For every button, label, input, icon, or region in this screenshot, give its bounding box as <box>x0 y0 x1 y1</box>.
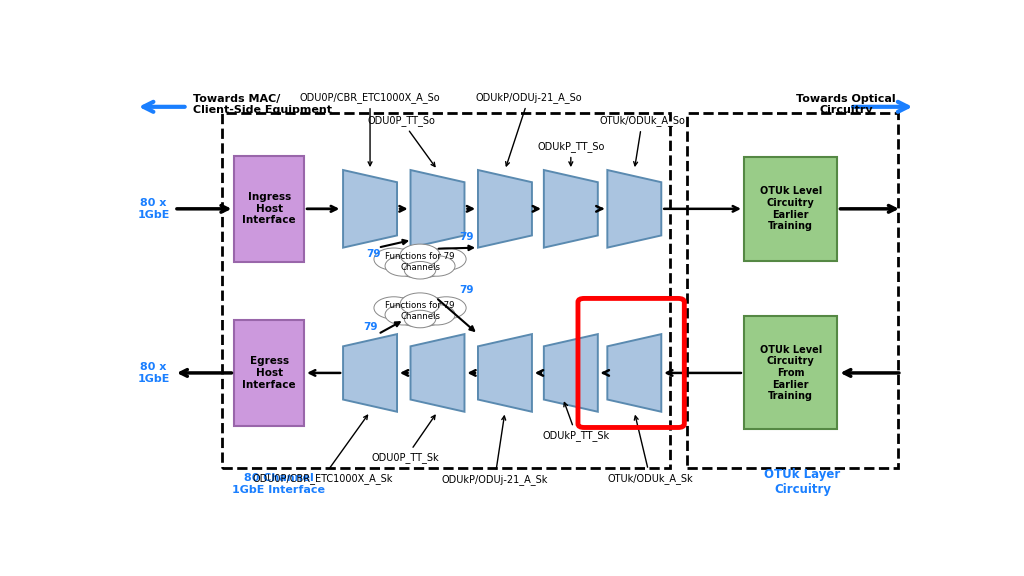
Text: Ingress
Host
Interface: Ingress Host Interface <box>243 192 296 225</box>
Text: 80 x
1GbE: 80 x 1GbE <box>137 362 170 384</box>
FancyBboxPatch shape <box>234 156 304 262</box>
Circle shape <box>385 256 422 276</box>
Text: OTUk Level
Circuitry
From
Earlier
Training: OTUk Level Circuitry From Earlier Traini… <box>760 344 822 401</box>
Text: 79: 79 <box>364 321 378 332</box>
Text: ODU0P_TT_So: ODU0P_TT_So <box>368 115 436 166</box>
Text: Towards Optical
Circuitry: Towards Optical Circuitry <box>797 94 896 115</box>
Polygon shape <box>544 170 598 248</box>
Text: ODU0P/CBR_ETC1000X_A_So: ODU0P/CBR_ETC1000X_A_So <box>300 92 440 166</box>
Circle shape <box>374 248 414 270</box>
Text: ODUkP_TT_Sk: ODUkP_TT_Sk <box>543 403 610 441</box>
Circle shape <box>400 293 440 315</box>
Polygon shape <box>343 170 397 248</box>
Circle shape <box>385 305 422 325</box>
FancyBboxPatch shape <box>234 320 304 426</box>
Circle shape <box>374 297 414 319</box>
FancyBboxPatch shape <box>743 316 838 430</box>
FancyBboxPatch shape <box>743 157 838 261</box>
Polygon shape <box>607 170 662 248</box>
Circle shape <box>419 256 455 276</box>
Text: OTUk Level
Circuitry
Earlier
Training: OTUk Level Circuitry Earlier Training <box>760 187 822 231</box>
Polygon shape <box>478 170 531 248</box>
Text: OTUk/ODUk_A_So: OTUk/ODUk_A_So <box>599 115 685 166</box>
Circle shape <box>400 244 440 266</box>
Circle shape <box>426 297 466 319</box>
Text: Towards MAC/
Client-Side Equipment: Towards MAC/ Client-Side Equipment <box>194 94 332 115</box>
Polygon shape <box>544 334 598 412</box>
Circle shape <box>419 305 455 325</box>
Circle shape <box>391 295 449 327</box>
Polygon shape <box>607 334 662 412</box>
Circle shape <box>404 262 436 279</box>
Text: Egress
Host
Interface: Egress Host Interface <box>243 357 296 389</box>
Text: 80 Channel
1GbE Interface: 80 Channel 1GbE Interface <box>232 473 326 495</box>
Circle shape <box>426 248 466 270</box>
Polygon shape <box>411 334 465 412</box>
Text: ODUkP/ODUj-21_A_Sk: ODUkP/ODUj-21_A_Sk <box>441 416 548 486</box>
Text: 79: 79 <box>460 285 474 295</box>
Circle shape <box>391 246 449 278</box>
Text: Functions for 79
Channels: Functions for 79 Channels <box>385 252 455 272</box>
Text: ODU0P_TT_Sk: ODU0P_TT_Sk <box>372 415 439 463</box>
Text: OTUk Layer
Circuitry: OTUk Layer Circuitry <box>765 468 841 497</box>
Text: 80 x
1GbE: 80 x 1GbE <box>137 198 170 219</box>
Text: 79: 79 <box>460 232 474 242</box>
Polygon shape <box>478 334 531 412</box>
Text: OTUk/ODUk_A_Sk: OTUk/ODUk_A_Sk <box>607 416 693 484</box>
Text: ODU0P/CBR_ETC1000X_A_Sk: ODU0P/CBR_ETC1000X_A_Sk <box>252 415 392 484</box>
Polygon shape <box>411 170 465 248</box>
Polygon shape <box>343 334 397 412</box>
Text: ODUkP/ODUj-21_A_So: ODUkP/ODUj-21_A_So <box>475 92 582 166</box>
Text: 79: 79 <box>367 248 381 259</box>
Text: ODUkP_TT_So: ODUkP_TT_So <box>538 141 604 166</box>
Circle shape <box>404 310 436 328</box>
Text: Functions for 79
Channels: Functions for 79 Channels <box>385 301 455 320</box>
